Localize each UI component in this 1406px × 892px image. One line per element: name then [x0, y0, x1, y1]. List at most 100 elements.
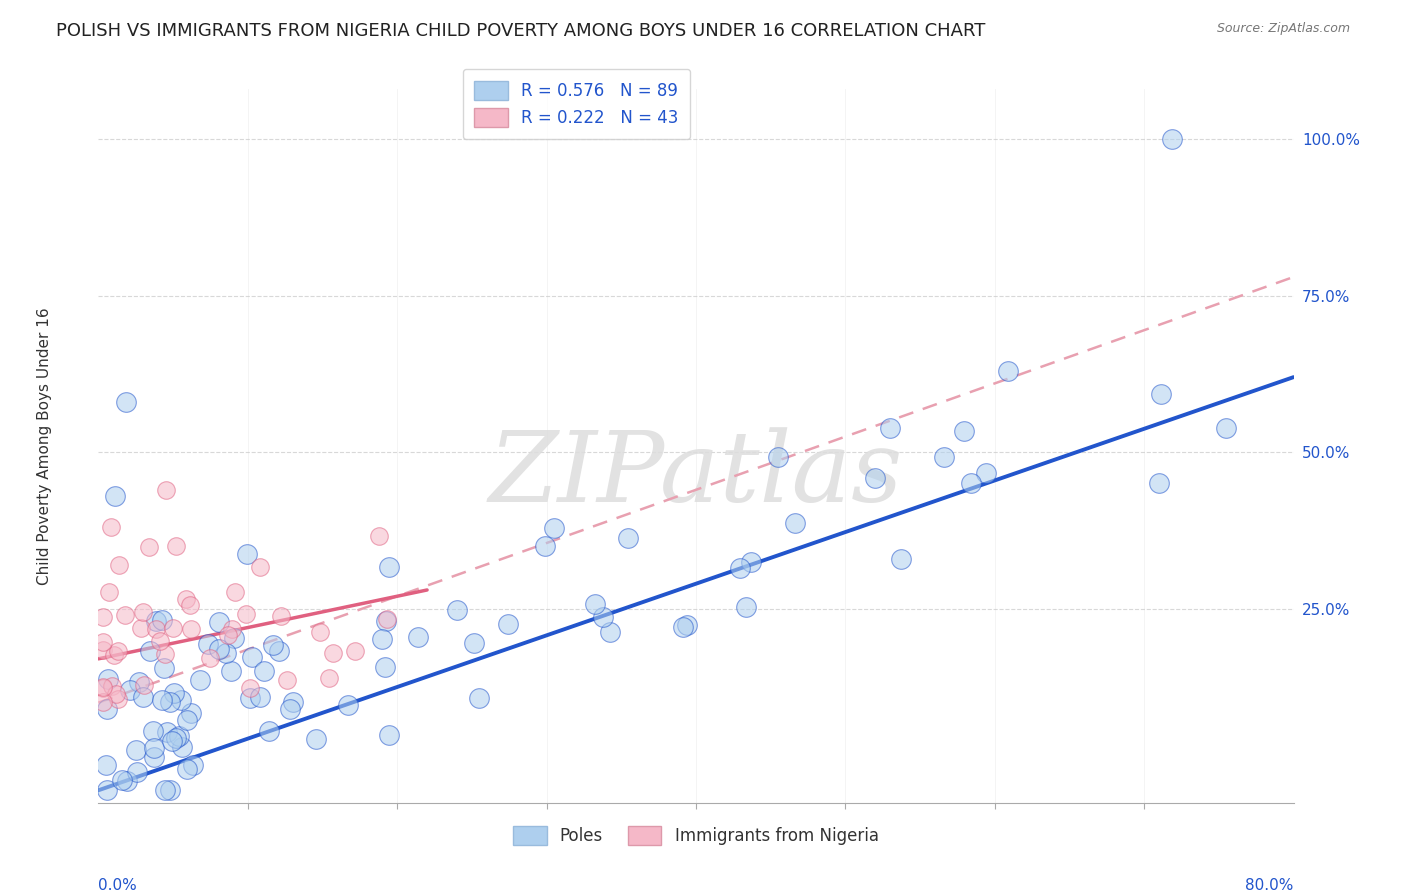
Point [138, 540, 160, 554]
Point [152, 693, 174, 707]
Point [344, 643, 367, 657]
Point [221, 622, 243, 636]
Point [153, 783, 176, 797]
Point [134, 678, 156, 692]
Point [997, 364, 1019, 378]
Point [97, 672, 120, 686]
Point [235, 607, 257, 621]
Point [740, 555, 762, 569]
Point [974, 467, 997, 481]
Point [174, 592, 197, 607]
Point [91, 680, 114, 694]
Point [129, 621, 152, 635]
Point [159, 783, 181, 797]
Text: 0.0%: 0.0% [98, 878, 138, 892]
Point [281, 695, 304, 709]
Point [224, 584, 246, 599]
Point [446, 603, 468, 617]
Point [145, 614, 167, 628]
Point [215, 646, 238, 660]
Point [125, 743, 148, 757]
Point [165, 731, 187, 745]
Point [142, 741, 165, 756]
Point [104, 687, 127, 701]
Point [156, 725, 179, 739]
Point [118, 682, 141, 697]
Point [249, 559, 271, 574]
Point [276, 673, 298, 687]
Point [176, 762, 198, 776]
Point [262, 638, 284, 652]
Point [94, 758, 117, 772]
Point [1160, 132, 1182, 146]
Point [149, 633, 172, 648]
Point [543, 521, 565, 535]
Point [153, 661, 176, 675]
Point [114, 395, 136, 409]
Text: ZIPatlas: ZIPatlas [489, 427, 903, 522]
Point [96, 783, 118, 797]
Point [1215, 420, 1237, 434]
Point [100, 520, 122, 534]
Point [269, 643, 291, 657]
Point [125, 764, 148, 779]
Point [239, 681, 262, 696]
Point [160, 733, 183, 747]
Point [318, 671, 340, 685]
Point [104, 489, 127, 503]
Point [783, 516, 806, 530]
Point [672, 620, 695, 634]
Point [183, 758, 205, 772]
Point [583, 597, 606, 611]
Point [730, 560, 752, 574]
Point [91, 695, 114, 709]
Point [592, 609, 614, 624]
Point [162, 622, 184, 636]
Point [463, 636, 485, 650]
Point [322, 646, 344, 660]
Point [176, 713, 198, 727]
Point [107, 692, 129, 706]
Point [1147, 476, 1170, 491]
Point [496, 616, 519, 631]
Point [114, 607, 136, 622]
Point [91, 610, 114, 624]
Point [377, 560, 399, 574]
Point [240, 650, 263, 665]
Text: 80.0%: 80.0% [1246, 878, 1294, 892]
Point [100, 679, 122, 693]
Point [155, 483, 177, 497]
Point [879, 421, 901, 435]
Point [139, 644, 162, 658]
Point [179, 598, 201, 612]
Point [257, 723, 280, 738]
Point [188, 673, 211, 687]
Point [143, 749, 166, 764]
Point [115, 774, 138, 789]
Text: Child Poverty Among Boys Under 16: Child Poverty Among Boys Under 16 [37, 307, 52, 585]
Point [111, 773, 134, 788]
Point [98, 585, 121, 599]
Point [155, 648, 177, 662]
Point [197, 637, 219, 651]
Point [932, 450, 955, 464]
Point [236, 547, 259, 561]
Point [377, 728, 399, 742]
Point [217, 628, 239, 642]
Point [159, 695, 181, 709]
Point [91, 634, 114, 648]
Point [180, 706, 202, 720]
Point [91, 681, 114, 696]
Point [336, 698, 359, 712]
Point [96, 701, 118, 715]
Point [239, 691, 262, 706]
Point [280, 702, 302, 716]
Point [170, 692, 193, 706]
Point [253, 665, 276, 679]
Point [208, 642, 231, 657]
Point [408, 630, 430, 644]
Point [163, 686, 186, 700]
Point [599, 624, 621, 639]
Point [208, 615, 231, 629]
Point [890, 552, 912, 566]
